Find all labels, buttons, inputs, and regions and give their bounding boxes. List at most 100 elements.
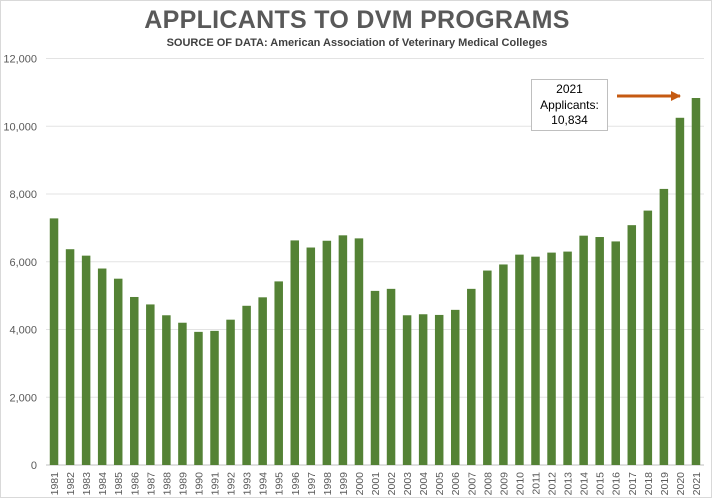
bar [65, 249, 75, 465]
bar [242, 305, 251, 465]
bar [226, 319, 235, 465]
x-axis-ticks: 1981 1982 1983 1984 1985 1986 1987 1988 1989 1990… [49, 472, 703, 496]
bar [210, 330, 219, 465]
bar [418, 314, 428, 465]
x-tick-label: 1995 [274, 472, 286, 496]
y-tick-label: 0 [31, 460, 37, 472]
x-tick-label: 2014 [579, 472, 591, 496]
bar [162, 315, 171, 465]
bar [258, 297, 267, 465]
x-tick-label: 2009 [498, 472, 510, 496]
x-tick-label: 1992 [226, 472, 238, 496]
bar [49, 218, 59, 465]
bar [515, 254, 524, 465]
bar [483, 270, 492, 465]
x-tick-label: 1999 [338, 472, 350, 496]
bar [499, 264, 508, 465]
x-tick-label: 1990 [193, 472, 205, 496]
bar [467, 288, 476, 465]
x-tick-label: 2006 [450, 472, 462, 496]
bar [547, 252, 556, 465]
y-tick-label: 4,000 [9, 325, 37, 337]
x-tick-label: 1993 [242, 472, 254, 496]
bar [595, 237, 604, 465]
bar [113, 278, 123, 465]
x-tick-label: 1982 [65, 472, 77, 496]
bar [386, 288, 396, 465]
bar [627, 225, 637, 465]
y-axis-ticks: 0 2,000 4,000 6,000 8,000 10,000 12,000 [3, 54, 37, 473]
bar [354, 238, 364, 465]
annotation-line-3: 10,834 [551, 113, 588, 127]
y-tick-label: 2,000 [9, 392, 37, 404]
bar [178, 322, 187, 465]
bar [611, 241, 620, 465]
bar [434, 314, 444, 465]
bar [579, 235, 588, 465]
bar [97, 268, 107, 465]
x-tick-label: 1997 [306, 472, 318, 496]
x-tick-label: 2015 [595, 472, 607, 496]
bar [659, 188, 669, 465]
bar [338, 235, 348, 465]
x-tick-label: 2010 [514, 472, 526, 496]
bar [531, 256, 540, 465]
bar [643, 210, 653, 465]
x-tick-label: 1984 [97, 472, 109, 496]
x-tick-label: 1983 [81, 472, 93, 496]
x-tick-label: 1998 [322, 472, 334, 496]
y-tick-label: 8,000 [9, 189, 37, 201]
x-tick-label: 1989 [177, 472, 189, 496]
annotation-callout: 2021 Applicants: 10,834 [531, 79, 608, 131]
bar [563, 251, 572, 465]
x-tick-label: 2005 [434, 472, 446, 496]
x-tick-label: 2012 [547, 472, 559, 496]
x-tick-label: 1985 [113, 472, 125, 496]
bar [146, 304, 155, 465]
annotation-line-1: 2021 [556, 82, 583, 96]
bar [402, 315, 412, 465]
x-tick-label: 1994 [258, 472, 270, 496]
x-tick-label: 1996 [290, 472, 302, 496]
chart-title: APPLICANTS TO DVM PROGRAMS [144, 6, 570, 34]
x-tick-label: 2001 [370, 472, 382, 496]
bar [322, 240, 332, 465]
bar [194, 331, 203, 465]
x-tick-label: 2007 [466, 472, 478, 496]
x-tick-label: 2021 [691, 472, 703, 496]
x-tick-label: 2000 [354, 472, 366, 496]
bar [130, 296, 139, 465]
x-tick-label: 2018 [643, 472, 655, 496]
x-tick-label: 2020 [675, 472, 687, 496]
y-tick-label: 6,000 [9, 257, 37, 269]
x-tick-label: 1986 [129, 472, 141, 496]
x-tick-label: 2019 [659, 472, 671, 496]
y-tick-label: 12,000 [3, 54, 37, 66]
bar [290, 240, 300, 465]
bars [49, 97, 701, 465]
x-tick-label: 1981 [49, 472, 61, 496]
x-tick-label: 2008 [482, 472, 494, 496]
bar [274, 281, 283, 465]
bar [81, 255, 91, 465]
x-tick-label: 2017 [627, 472, 639, 496]
x-tick-label: 1987 [145, 472, 157, 496]
x-tick-label: 2002 [386, 472, 398, 496]
x-tick-label: 2003 [402, 472, 414, 496]
annotation-line-2: Applicants: [540, 97, 599, 112]
bar [370, 290, 380, 465]
bar [306, 247, 316, 465]
bar [675, 117, 685, 465]
bar [691, 97, 701, 465]
bar [450, 309, 460, 465]
x-tick-label: 1991 [210, 472, 222, 496]
x-tick-label: 1988 [161, 472, 173, 496]
chart-subtitle: SOURCE OF DATA: American Association of … [166, 37, 548, 49]
y-tick-label: 10,000 [3, 121, 37, 133]
x-tick-label: 2011 [530, 472, 542, 495]
x-tick-label: 2013 [563, 472, 575, 496]
x-tick-label: 2004 [418, 472, 430, 496]
x-tick-label: 2016 [611, 472, 623, 496]
